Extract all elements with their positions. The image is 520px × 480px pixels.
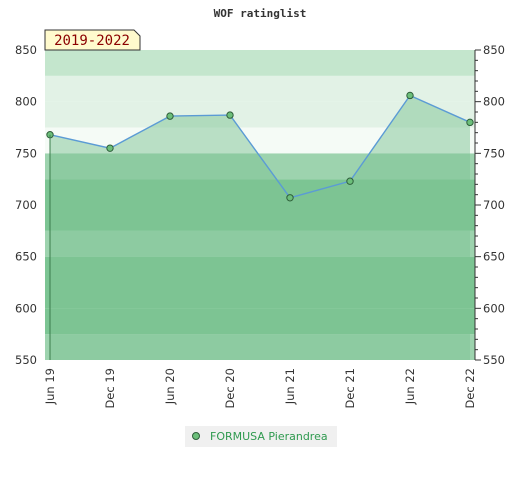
range-label: 2019-2022 [54,33,130,49]
y-tick-right-550: 550 [483,353,505,367]
axes [49,49,481,361]
data-point-5[interactable] [346,177,354,185]
x-axis: Jun 19 Dec 19 Jun 20 Dec 20 Jun 21 Dec 21 Jun … [43,368,477,409]
x-tick-1: Dec 19 [103,368,117,409]
y-axis-left: 550 600 650 700 750 800 850 [15,43,37,367]
legend-box [185,426,337,447]
x-tick-7: Dec 22 [463,368,477,409]
y-tick-right-850: 850 [483,43,505,57]
range-badge-box [44,29,141,51]
y-tick-right-650: 650 [483,250,505,264]
legend[interactable]: FORMUSA Pierandrea [185,426,337,447]
y-tick-right-700: 700 [483,198,505,212]
y-tick-left-800: 800 [15,95,37,109]
y-tick-left-600: 600 [15,301,37,315]
x-tick-0: Jun 19 [43,368,57,405]
data-point-2[interactable] [166,112,174,120]
data-point-6[interactable] [406,91,414,100]
band-800 [45,75,475,102]
y-tick-right-800: 800 [483,95,505,109]
data-point-1[interactable] [106,144,114,152]
y-tick-left-650: 650 [15,250,37,264]
x-tick-4: Jun 21 [283,368,297,405]
chart-title: WOF ratinglist [214,7,307,20]
data-point-7[interactable] [466,118,474,127]
y-tick-left-550: 550 [15,353,37,367]
band-825 [45,50,475,76]
legend-marker-icon [192,432,200,440]
legend-label: FORMUSA Pierandrea [210,430,328,443]
y-axis-right: 550 600 650 700 750 800 850 [483,43,505,367]
x-tick-2: Jun 20 [163,368,177,405]
data-point-3[interactable] [226,111,234,119]
series-line [49,94,471,199]
x-tick-3: Dec 20 [223,368,237,409]
y-tick-left-850: 850 [15,43,37,57]
x-tick-5: Dec 21 [343,368,357,409]
y-tick-right-600: 600 [483,301,505,315]
y-tick-left-750: 750 [15,146,37,160]
range-badge: 2019-2022 [44,29,141,51]
series-area [50,95,470,360]
y-tick-left-700: 700 [15,198,37,212]
y-tick-right-750: 750 [483,146,505,160]
data-point-4[interactable] [286,194,294,202]
x-tick-6: Jun 22 [403,368,417,405]
